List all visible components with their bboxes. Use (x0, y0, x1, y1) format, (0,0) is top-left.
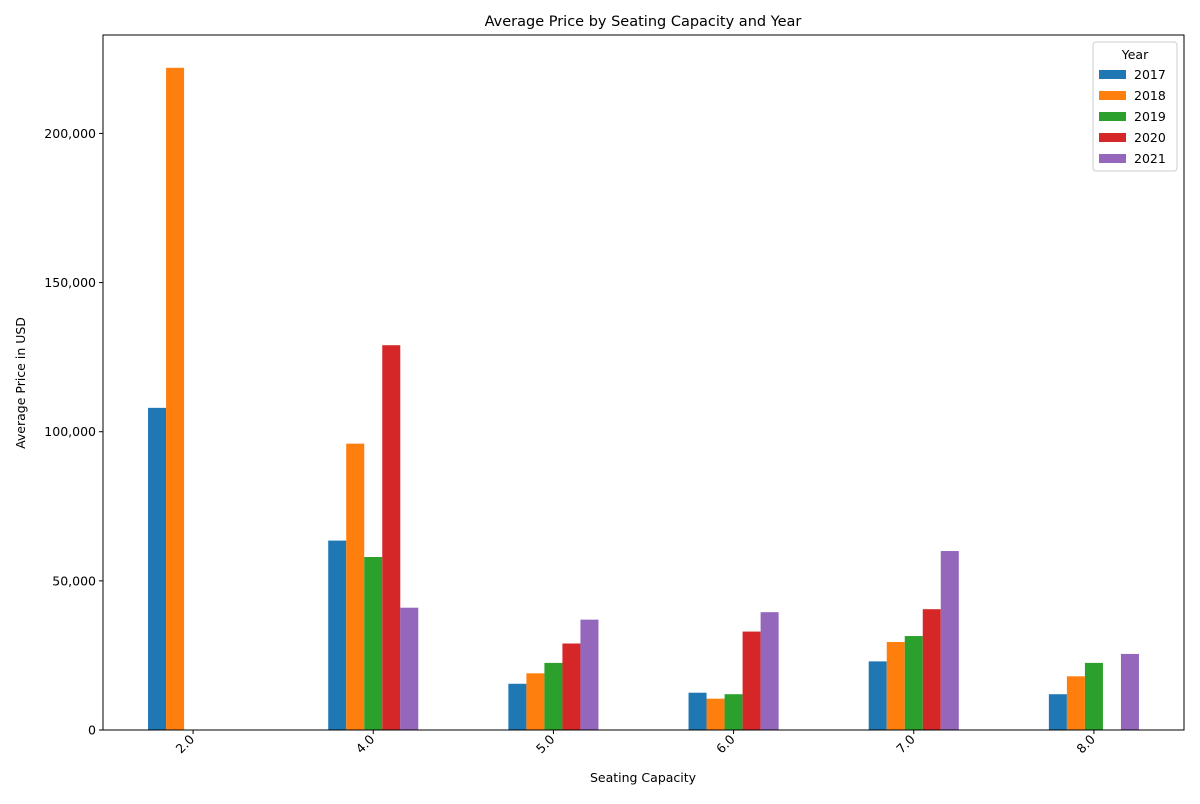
bar (940, 551, 959, 730)
bar (148, 407, 167, 730)
bar (886, 642, 905, 730)
y-tick-label: 0 (88, 723, 96, 738)
chart-title: Average Price by Seating Capacity and Ye… (485, 14, 802, 30)
bar (544, 662, 563, 730)
bar (922, 609, 941, 730)
legend-label: 2017 (1134, 67, 1166, 82)
bar-series-2019 (364, 557, 1103, 730)
bar (364, 557, 383, 730)
bar (868, 661, 887, 730)
bar (562, 643, 581, 730)
legend-label: 2021 (1134, 151, 1166, 166)
axes-frame (102, 34, 1185, 731)
bar (688, 692, 707, 730)
legend-swatch (1099, 91, 1126, 100)
bar (742, 631, 761, 730)
bar (508, 683, 527, 730)
y-tick-label: 150,000 (44, 275, 96, 290)
bar (1066, 676, 1085, 730)
legend-swatch (1099, 70, 1126, 79)
bar (580, 619, 599, 730)
bar (1120, 653, 1139, 730)
bar-series-2018 (166, 67, 1085, 730)
legend-label: 2020 (1134, 130, 1166, 145)
legend-label: 2019 (1134, 109, 1166, 124)
bar (400, 607, 419, 730)
legend-swatch (1099, 154, 1126, 163)
bar (706, 698, 725, 730)
y-tick-label: 50,000 (52, 573, 96, 588)
bar-series-2020 (382, 345, 941, 730)
bar (1084, 662, 1103, 730)
legend-swatch (1099, 112, 1126, 121)
bar (382, 345, 401, 730)
x-axis-label: Seating Capacity (590, 770, 697, 785)
bar (904, 636, 923, 730)
bar (166, 67, 185, 730)
legend-swatch (1099, 133, 1126, 142)
bar (526, 673, 545, 730)
y-tick-label: 100,000 (44, 424, 96, 439)
bar (346, 443, 365, 730)
legend: Year 2017 2018 2019 2020 2021 (1092, 41, 1178, 172)
bar (328, 540, 347, 730)
bar-series-2021 (400, 551, 1139, 730)
bar (760, 612, 779, 730)
legend-title: Year (1121, 47, 1149, 62)
bar-series-2017 (148, 407, 1067, 730)
bar (724, 694, 743, 730)
legend-label: 2018 (1134, 88, 1166, 103)
bar (1048, 694, 1067, 730)
y-axis-label: Average Price in USD (13, 317, 28, 449)
y-tick-label: 200,000 (44, 126, 96, 141)
